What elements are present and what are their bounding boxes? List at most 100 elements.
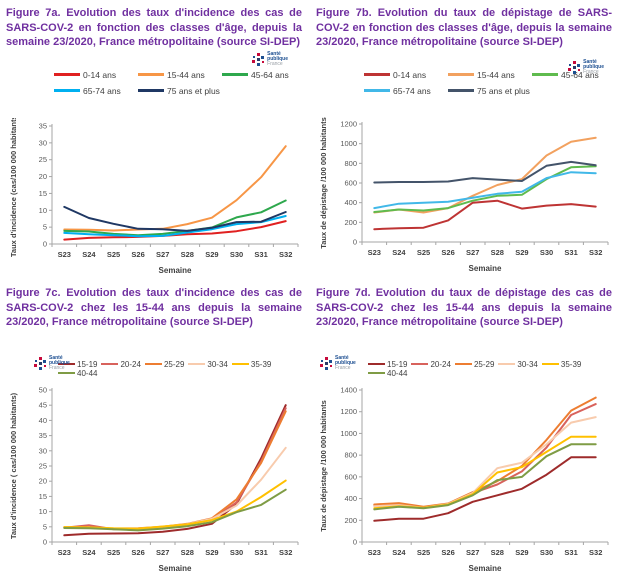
legend-swatch: [58, 371, 75, 375]
legend-item-45-64-ans: 45-64 ans: [222, 70, 306, 80]
svg-text:Semaine: Semaine: [469, 264, 502, 273]
logo-text: Santé publique France: [583, 58, 604, 75]
legend-item-20-24: 20-24: [101, 360, 141, 369]
legend-swatch: [58, 362, 75, 366]
legend-swatch: [448, 73, 474, 76]
svg-text:Taux de dépistage /100 000 hab: Taux de dépistage /100 000 habitants: [319, 117, 328, 249]
svg-text:S29: S29: [515, 248, 528, 257]
svg-text:S24: S24: [82, 250, 96, 259]
legend-swatch: [364, 89, 390, 92]
legend-swatch: [138, 73, 164, 76]
logo-text: Santé publique France: [267, 50, 288, 67]
logo-dots-icon: [34, 356, 46, 370]
figure-7c-title: Figure 7c. Evolution des taux d'incidenc…: [6, 287, 302, 329]
svg-text:S31: S31: [564, 548, 577, 557]
svg-text:5: 5: [43, 222, 47, 231]
svg-text:S26: S26: [131, 250, 144, 259]
svg-text:S32: S32: [279, 548, 292, 557]
figure-7b-chart-head: Santé publique France 0-14 ans 15-44 ans 4…: [316, 54, 612, 116]
figure-7d-chart-head: Santé publique France 15-19 20-24 25-29 30-…: [316, 355, 612, 380]
svg-text:S29: S29: [205, 548, 218, 557]
figure-7d-panel: Figure 7d. Evolution du taux de dépistag…: [310, 280, 620, 582]
svg-text:Taux de dépistage /100 000 hab: Taux de dépistage /100 000 habitants: [319, 400, 328, 532]
svg-text:800: 800: [344, 450, 357, 459]
logo-dots-icon: [252, 52, 265, 66]
svg-text:S26: S26: [131, 548, 144, 557]
svg-text:S28: S28: [181, 250, 194, 259]
figure-7a-title: Figure 7a. Evolution des taux d'incidenc…: [6, 7, 302, 49]
svg-text:15: 15: [39, 188, 47, 197]
svg-text:S25: S25: [417, 248, 430, 257]
legend-item-0-14-ans: 0-14 ans: [54, 70, 138, 80]
legend-item-35-39: 35-39: [541, 359, 582, 369]
figure-7d-title: Figure 7d. Evolution du taux de dépistag…: [316, 287, 612, 329]
figure-7a-panel: Figure 7a. Evolution des taux d'incidenc…: [0, 0, 310, 280]
legend-swatch: [138, 89, 164, 92]
figure-7a-line-chart: 0 5 10 15 20 25 30 35 S23 S24 S25 S26 S27 S28 S29 S30 S3…: [9, 118, 299, 275]
legend-swatch: [231, 362, 249, 366]
svg-text:600: 600: [344, 178, 357, 187]
legend-label: 45-64 ans: [251, 69, 289, 80]
svg-text:15: 15: [39, 491, 47, 500]
legend-swatch: [448, 89, 474, 92]
legend-swatch: [498, 362, 516, 366]
svg-text:S24: S24: [392, 548, 406, 557]
legend-swatch: [411, 362, 429, 366]
svg-text:S26: S26: [441, 248, 454, 257]
legend-swatch: [101, 362, 119, 366]
figure-7d-legend: 15-19 20-24 25-29 30-34 35-39 40-44: [368, 360, 612, 378]
figure-7b-title: Figure 7b. Evolution du taux de dépistag…: [316, 7, 612, 49]
legend-label: 25-29: [163, 359, 185, 369]
legend-item-45-64-ans: 45-64 ans: [532, 70, 616, 80]
legend-label: 15-19: [77, 359, 98, 369]
legend-item-15-19: 15-19: [368, 360, 407, 369]
legend-label: 15-19: [387, 359, 408, 369]
legend-item-75-ans-et-plus: 75 ans et plus: [138, 86, 248, 96]
legend-swatch: [532, 73, 558, 76]
svg-text:S23: S23: [58, 250, 71, 259]
svg-text:0: 0: [43, 239, 47, 248]
legend-label: 15-44 ans: [477, 69, 515, 80]
figure-7b-legend: 0-14 ans 15-44 ans 45-64 ans 65-74 ans 75 an…: [364, 70, 616, 102]
logo-text: Santé publique France: [335, 354, 356, 371]
legend-label: 30-34: [517, 359, 538, 369]
legend-item-30-34: 30-34: [188, 359, 228, 369]
figure-7c-line-chart: 0 5 10 15 20 25 30 35 40 45 50 S23 S24 S25 S26 S27 S28 S2…: [9, 385, 299, 573]
svg-text:200: 200: [344, 515, 357, 524]
legend-label: 30-34: [207, 359, 228, 369]
svg-text:35: 35: [39, 121, 47, 130]
svg-text:S26: S26: [441, 548, 454, 557]
legend-item-40-44: 40-44: [368, 369, 407, 378]
svg-text:Taux d'incidence (cas/100 000: Taux d'incidence (cas/100 000 habitants): [9, 118, 18, 257]
svg-text:S32: S32: [589, 548, 602, 557]
legend-item-25-29: 25-29: [144, 359, 185, 369]
svg-text:1000: 1000: [340, 428, 357, 437]
svg-text:0: 0: [43, 537, 47, 546]
svg-text:200: 200: [344, 217, 357, 226]
svg-text:S27: S27: [466, 248, 479, 257]
figure-7b-line-chart: 0 200 400 600 800 1000 1200 S23 S24 S25 S26 S27 S28 S…: [319, 117, 609, 273]
legend-item-0-14-ans: 0-14 ans: [364, 70, 448, 80]
legend-label: 20-24: [430, 359, 451, 369]
legend-swatch: [541, 362, 559, 366]
svg-text:S31: S31: [254, 250, 267, 259]
legend-label: 35-39: [250, 359, 272, 369]
svg-text:S30: S30: [230, 548, 243, 557]
legend-label: 35-39: [560, 359, 582, 369]
figure-7b-panel: Figure 7b. Evolution du taux de dépistag…: [310, 0, 620, 280]
svg-text:50: 50: [39, 385, 47, 394]
legend-item-15-19: 15-19: [58, 360, 97, 369]
svg-text:1200: 1200: [340, 119, 357, 128]
legend-item-65-74-ans: 65-74 ans: [54, 86, 138, 96]
legend-item-15-44-ans: 15-44 ans: [448, 70, 532, 80]
sante-publique-france-logo: Santé publique France: [568, 58, 604, 75]
svg-text:20: 20: [39, 172, 47, 181]
legend-label: 0-14 ans: [393, 69, 427, 80]
svg-text:S29: S29: [515, 548, 528, 557]
legend-swatch: [368, 371, 385, 375]
svg-text:400: 400: [344, 198, 357, 207]
legend-swatch: [144, 362, 162, 366]
legend-label: 65-74 ans: [83, 85, 121, 96]
svg-text:S32: S32: [279, 250, 292, 259]
legend-label: 40-44: [77, 368, 98, 378]
